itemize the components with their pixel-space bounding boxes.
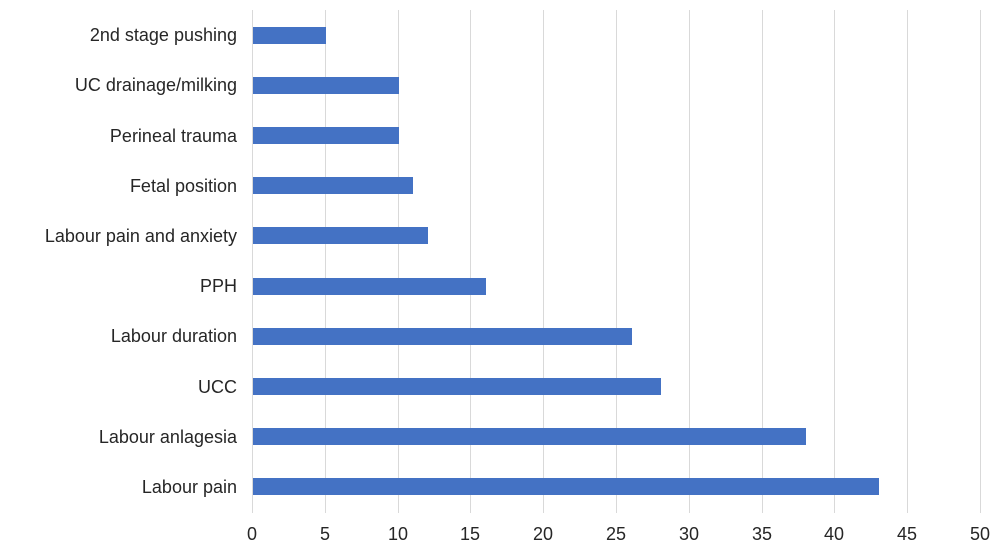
bar bbox=[253, 27, 326, 44]
x-tick-label: 45 bbox=[896, 524, 918, 544]
bar bbox=[253, 77, 399, 94]
x-tick-label: 30 bbox=[678, 524, 700, 544]
gridline bbox=[543, 10, 544, 513]
gridline bbox=[616, 10, 617, 513]
category-label: Labour pain and anxiety bbox=[44, 226, 237, 246]
bar bbox=[253, 278, 486, 295]
bar bbox=[253, 378, 661, 395]
gridline bbox=[907, 10, 908, 513]
bar bbox=[253, 227, 428, 244]
category-label: PPH bbox=[199, 276, 237, 296]
category-label: Labour anlagesia bbox=[98, 427, 237, 447]
x-tick-label: 5 bbox=[319, 524, 331, 544]
gridline bbox=[689, 10, 690, 513]
bar bbox=[253, 328, 632, 345]
category-label: Fetal position bbox=[129, 176, 237, 196]
gridline bbox=[470, 10, 471, 513]
x-tick-label: 10 bbox=[387, 524, 409, 544]
x-tick-label: 0 bbox=[246, 524, 258, 544]
x-tick-label: 50 bbox=[969, 524, 991, 544]
category-label: UC drainage/milking bbox=[74, 75, 237, 95]
bar bbox=[253, 478, 879, 495]
category-label: Labour pain bbox=[141, 477, 237, 497]
x-tick-label: 15 bbox=[459, 524, 481, 544]
category-label: 2nd stage pushing bbox=[89, 25, 237, 45]
bar bbox=[253, 177, 413, 194]
category-label: Labour duration bbox=[110, 326, 237, 346]
bar bbox=[253, 428, 806, 445]
category-label: UCC bbox=[198, 377, 237, 397]
bar bbox=[253, 127, 399, 144]
x-tick-label: 40 bbox=[823, 524, 845, 544]
gridline bbox=[325, 10, 326, 513]
x-tick-label: 25 bbox=[605, 524, 627, 544]
gridline bbox=[980, 10, 981, 513]
gridline bbox=[762, 10, 763, 513]
x-tick-label: 35 bbox=[751, 524, 773, 544]
gridline bbox=[398, 10, 399, 513]
x-tick-label: 20 bbox=[532, 524, 554, 544]
gridline bbox=[252, 10, 253, 513]
category-label: Perineal trauma bbox=[109, 126, 237, 146]
gridline bbox=[834, 10, 835, 513]
